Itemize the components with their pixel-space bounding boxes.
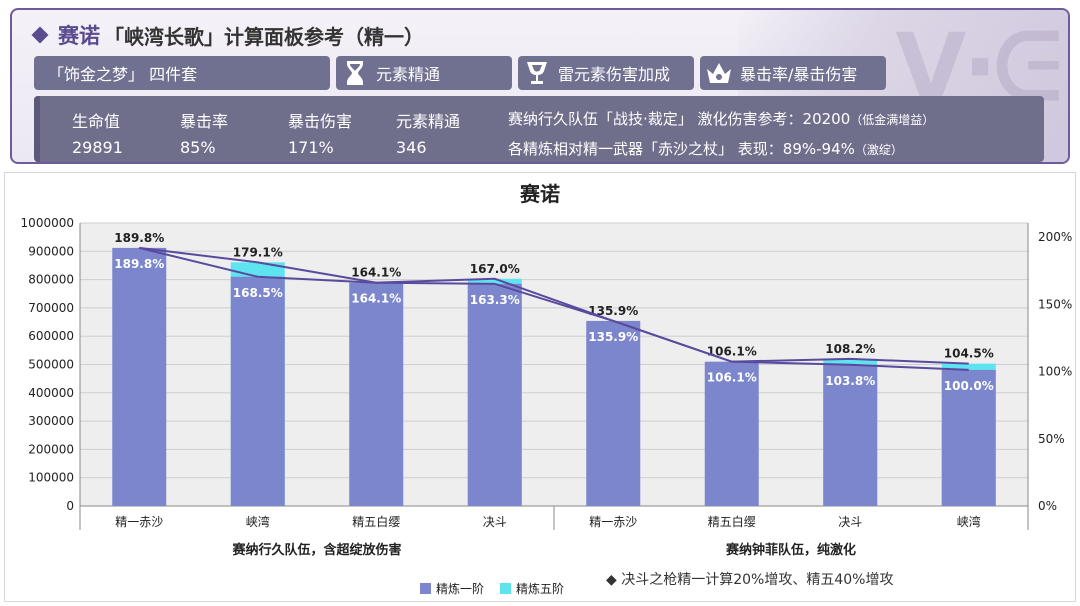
data-label-r5: 179.1%: [233, 245, 283, 259]
data-label-r5: 104.5%: [944, 347, 994, 361]
data-label-r1: 106.1%: [707, 371, 757, 385]
goblet-tag: 雷元素伤害加成: [518, 56, 694, 90]
bar-r1: [230, 276, 285, 506]
hp-value: 29891: [72, 138, 123, 157]
damage-reference-text: 赛纳行久队伍「战技·裁定」 激化伤害参考：20200: [508, 110, 851, 128]
y-tick-label: 500000: [28, 358, 74, 372]
panel-title-text: 「峡湾长歌」计算面板参考（精一）: [104, 24, 424, 49]
y2-tick-label: 100%: [1038, 365, 1072, 379]
data-label-r5: 106.1%: [707, 345, 757, 359]
y-tick-label: 100000: [28, 471, 74, 485]
character-name: 赛诺: [58, 24, 100, 48]
circlet-tag: 暴击率/暴击伤害: [700, 56, 886, 90]
em-label: 元素精通: [396, 112, 461, 131]
data-label-r5: 164.1%: [351, 266, 401, 280]
x-tick-label: 精五白缨: [708, 514, 756, 529]
refinement-note: 各精炼相对精一武器「赤沙之杖」 表现：89%-94%（激绽）: [508, 138, 903, 159]
data-label-r5: 167.0%: [470, 262, 520, 276]
x-tick-label: 决斗: [483, 515, 507, 529]
legend-label-r5: 精炼五阶: [516, 582, 565, 596]
sands-tag: 元素精通: [336, 56, 512, 90]
data-label-r1: 164.1%: [351, 292, 401, 306]
y-tick-label: 800000: [28, 273, 74, 287]
trend-line-r1: [139, 246, 969, 371]
y-tick-label: 1000000: [21, 216, 74, 230]
stats-box: 生命值 29891 暴击率 85% 暴击伤害 171% 元素精通 346 赛纳行…: [34, 96, 1044, 162]
data-label-r1: 135.9%: [588, 330, 638, 344]
legend-swatch-r1: [420, 583, 431, 594]
y-tick-label: 0: [66, 499, 74, 513]
crit-rate-value: 85%: [180, 138, 216, 157]
refinement-sub: （激绽）: [854, 143, 903, 157]
bar-r1: [349, 282, 404, 506]
bar-r1: [467, 283, 522, 506]
bar-r1: [823, 364, 878, 506]
artifact-set-tag: 「饰金之梦」 四件套: [34, 56, 330, 90]
artifact-set-label: 「饰金之梦」 四件套: [48, 65, 198, 84]
trend-line-r5: [139, 246, 969, 365]
crit-dmg-label: 暴击伤害: [288, 112, 353, 131]
circlet-label: 暴击率/暴击伤害: [740, 65, 858, 84]
damage-reference-sub: （低金满增益）: [850, 113, 935, 127]
x-tick-label: 决斗: [838, 515, 862, 529]
data-label-r1: 168.5%: [233, 286, 283, 300]
crit-rate-label: 暴击率: [180, 112, 229, 131]
group-label: 赛纳行久队伍，含超绽放伤害: [231, 542, 401, 558]
chart-footnote: ◆ 决斗之枪精一计算20%增攻、精五40%增攻: [606, 572, 894, 588]
x-tick-label: 峡湾: [246, 514, 270, 529]
y2-tick-label: 50%: [1038, 432, 1065, 446]
y-tick-label: 200000: [28, 442, 74, 456]
info-panel: ᐯ·ᕮ 赛诺 「峡湾长歌」计算面板参考（精一） 「饰金之梦」 四件套 元素精通 …: [10, 8, 1070, 164]
damage-reference-note: 赛纳行久队伍「战技·裁定」 激化伤害参考：20200（低金满增益）: [508, 108, 934, 129]
data-label-r1: 163.3%: [470, 293, 520, 307]
stats-box-edge: [34, 96, 40, 162]
panel-title: 赛诺 「峡湾长歌」计算面板参考（精一）: [31, 20, 424, 50]
bar-r1: [586, 320, 641, 506]
y-tick-label: 400000: [28, 386, 74, 400]
y2-tick-label: 0%: [1038, 499, 1057, 513]
y2-tick-label: 200%: [1038, 230, 1072, 244]
crit-dmg-value: 171%: [288, 138, 334, 157]
legend: 精炼一阶 精炼五阶: [0, 574, 1080, 597]
bar-r1: [941, 369, 996, 506]
bar-r1: [704, 361, 759, 506]
y-tick-label: 300000: [28, 414, 74, 428]
x-tick-label: 精五白缨: [352, 514, 400, 529]
data-label-r5: 108.2%: [825, 342, 875, 356]
hourglass-icon: [340, 58, 370, 88]
refinement-text: 各精炼相对精一武器「赤沙之杖」 表现：89%-94%: [508, 140, 855, 158]
data-label-r1: 189.8%: [114, 257, 164, 271]
data-label-r1: 100.0%: [944, 379, 994, 393]
bar-r1: [112, 247, 167, 507]
group-label: 赛纳钟菲队伍，纯激化: [725, 542, 856, 558]
circlet-icon: [704, 58, 734, 88]
y-tick-label: 600000: [28, 329, 74, 343]
x-tick-label: 峡湾: [957, 514, 981, 529]
sands-label: 元素精通: [376, 65, 441, 84]
y-tick-label: 900000: [28, 244, 74, 258]
legend-item-r5: 精炼五阶: [500, 580, 564, 597]
legend-swatch-r5: [500, 583, 511, 594]
x-tick-label: 精一赤沙: [589, 515, 637, 529]
hp-label: 生命值: [72, 112, 121, 131]
x-tick-label: 精一赤沙: [115, 515, 163, 529]
y2-tick-label: 150%: [1038, 297, 1072, 311]
data-label-r5: 189.8%: [114, 231, 164, 245]
data-label-r5: 135.9%: [588, 304, 638, 318]
y-tick-label: 700000: [28, 301, 74, 315]
em-value: 346: [396, 138, 427, 157]
legend-label-r1: 精炼一阶: [436, 582, 485, 596]
goblet-label: 雷元素伤害加成: [558, 65, 671, 84]
data-label-r1: 103.8%: [825, 374, 875, 388]
legend-item-r1: 精炼一阶: [420, 580, 484, 597]
chart-title: 赛诺: [520, 182, 560, 206]
goblet-icon: [522, 58, 552, 88]
